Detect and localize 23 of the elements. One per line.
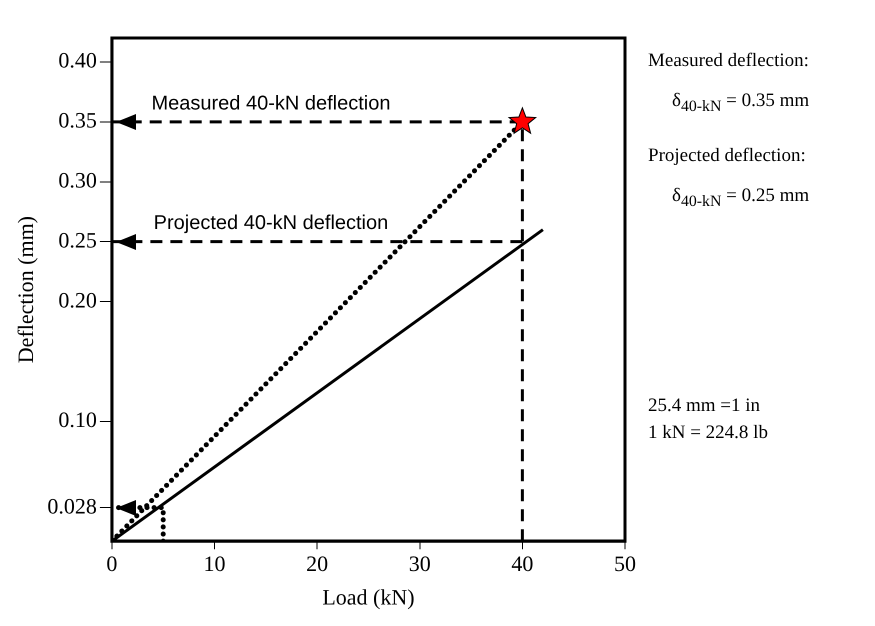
y-tick-label: 0.30 <box>58 168 97 193</box>
text: Projected deflection: <box>648 145 806 167</box>
annotation: Measured 40-kN deflection <box>151 92 390 114</box>
y-tick-label: 0.25 <box>58 227 97 252</box>
annotation: Projected 40-kN deflection <box>154 212 388 234</box>
text: 1 kN = 224.8 lb <box>648 422 768 444</box>
x-tick-label: 0 <box>106 551 118 576</box>
y-tick-label: 0.10 <box>58 407 97 432</box>
x-tick-label: 50 <box>614 551 636 576</box>
text: δ$_{40-kN}$ = 0.35 mm <box>672 90 810 116</box>
text: Measured deflection: <box>648 50 809 72</box>
x-tick-label: 10 <box>204 551 226 576</box>
text: δ$_{40-kN}$ = 0.25 mm <box>672 185 810 211</box>
y-axis-title: Deflection (mm) <box>12 216 38 364</box>
x-tick-label: 30 <box>408 551 431 576</box>
y-tick-label: 0.20 <box>58 287 97 312</box>
y-tick-label: 0.40 <box>58 48 97 73</box>
y-tick-label: 0.028 <box>47 493 97 518</box>
y-tick-label: 0.35 <box>58 108 97 133</box>
x-tick-label: 20 <box>306 551 328 576</box>
text: 25.4 mm =1 in <box>648 395 760 417</box>
x-tick-label: 40 <box>511 551 534 576</box>
x-axis-title: Load (kN) <box>322 584 415 610</box>
